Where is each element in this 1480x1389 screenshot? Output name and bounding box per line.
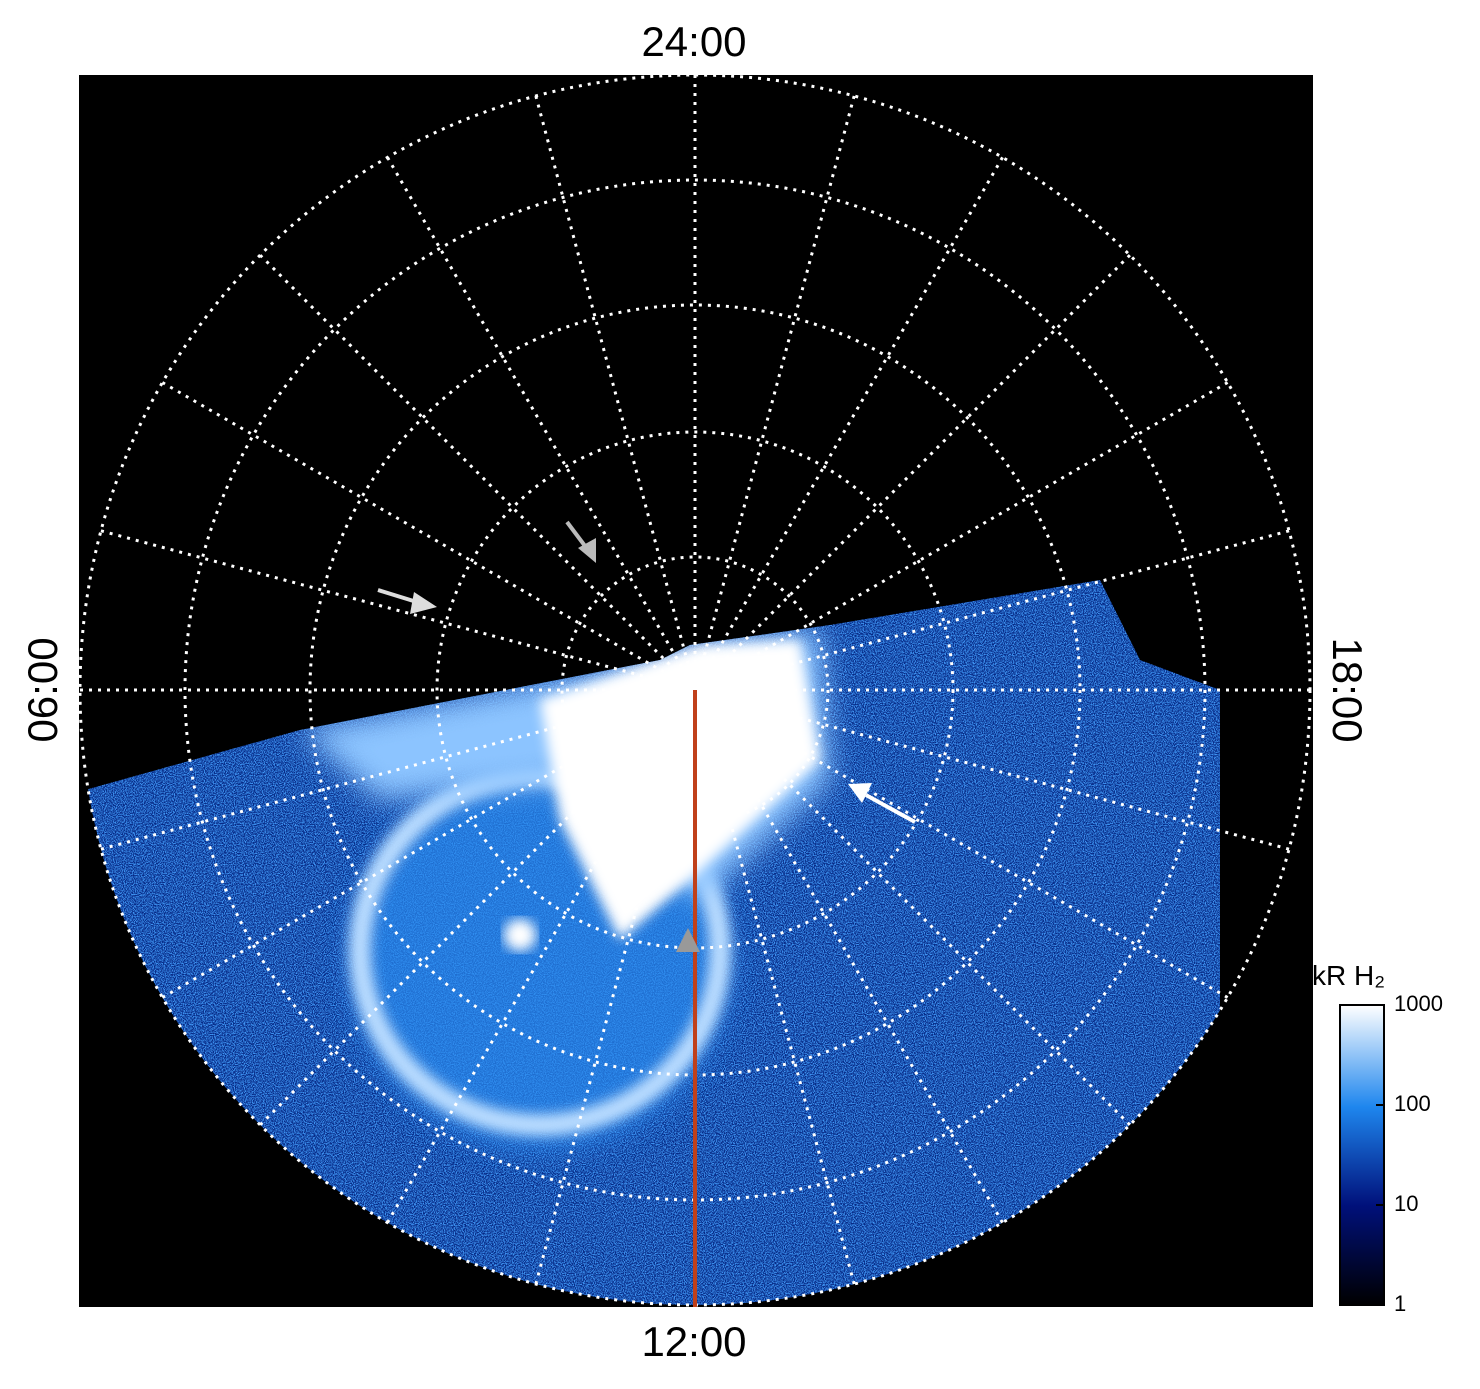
grid-ray [693,689,1004,1224]
grid-ray [694,688,1229,999]
grid-ray [693,688,1131,1126]
colorbar-tick-label: 100 [1394,1091,1431,1116]
colorbar-title: kR H₂ [1312,960,1385,991]
label-top: 24:00 [641,18,746,65]
label-left: 06:00 [19,637,66,742]
colorbar-tick-label: 1 [1394,1291,1406,1316]
grid-ray [534,689,697,1285]
grid-ray [100,529,696,692]
grid-ray [386,156,697,691]
grid-ray [386,689,697,1224]
label-right: 18:00 [1324,637,1371,742]
arrows [377,520,916,824]
grid-ray [259,688,697,1126]
grid-ray [534,95,697,691]
colorbar-tick-label: 1000 [1394,991,1443,1016]
grid-ray [693,254,1131,692]
grid-ray [259,254,697,692]
grid-ray [693,95,856,691]
grid-ray [693,156,1004,691]
grid-ray [693,689,856,1285]
grid-ray [161,688,696,999]
label-bottom: 12:00 [641,1318,746,1365]
aurora-image [85,580,1220,1305]
grid-ray [161,381,696,692]
grid-ray [694,529,1290,692]
arrow-head [676,928,700,952]
grid-ray [694,381,1229,692]
grid-ray [694,688,1290,851]
colorbar-tick-label: 10 [1394,1191,1418,1216]
colorbar [1339,1004,1385,1306]
grid-ray [100,688,696,851]
